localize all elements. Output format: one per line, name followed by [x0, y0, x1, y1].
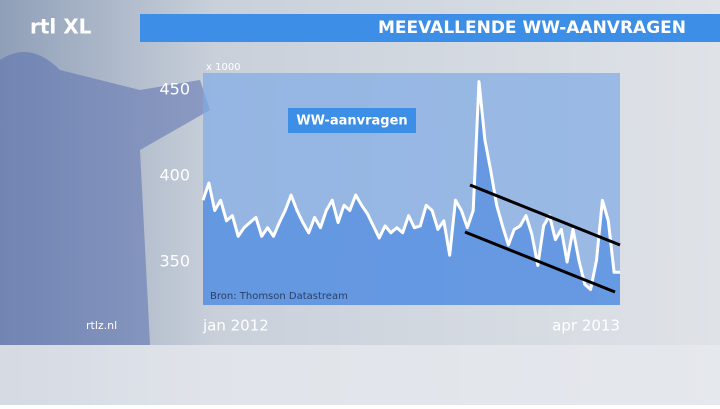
x-tick-label: jan 2012 [202, 317, 269, 335]
y-tick-label: 350 [159, 252, 190, 271]
x-tick-label: apr 2013 [552, 317, 620, 335]
area [203, 81, 620, 305]
y-tick-label: 450 [159, 80, 190, 99]
source: Bron: Thomson Datastream [210, 291, 348, 302]
y-tick-label: 400 [159, 166, 190, 185]
logo: rtl XL [30, 15, 92, 39]
title-bar [140, 14, 720, 42]
legend-box [288, 108, 416, 133]
presenter [0, 52, 210, 345]
chart-title: MEEVALLENDE WW-AANVRAGEN [378, 18, 686, 38]
trend-lower [464, 230, 616, 294]
y-unit: x 1000 [206, 62, 241, 73]
line [201, 80, 620, 291]
site-label: rtlz.nl [86, 319, 117, 332]
lower-band [0, 345, 720, 405]
legend-label: WW-aanvragen [296, 114, 407, 129]
trend-upper [469, 183, 621, 247]
